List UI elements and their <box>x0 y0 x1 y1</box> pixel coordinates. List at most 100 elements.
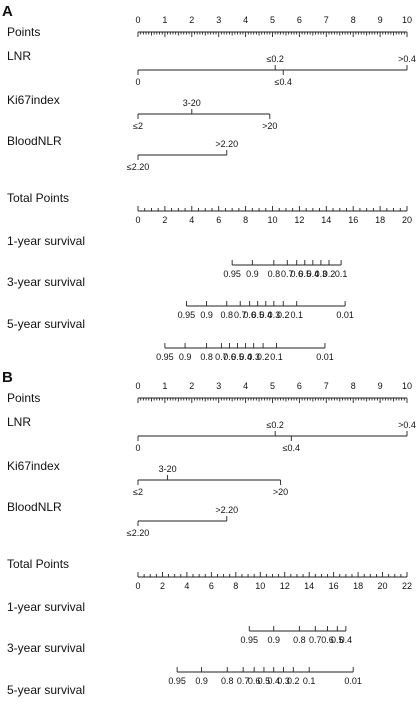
points-tick-label: 3 <box>216 15 221 25</box>
points-tick-label: 7 <box>324 15 329 25</box>
survival-tick-label: 0.01 <box>344 676 362 686</box>
survival-tick-label: 0.8 <box>221 676 234 686</box>
variable-level-label: 0 <box>135 443 140 453</box>
total-points-tick-label: 20 <box>402 215 412 225</box>
survival-tick-label: 0.1 <box>335 269 348 279</box>
survival-tick-label: 0.4 <box>307 269 320 279</box>
survival-label: 3-year survival <box>7 641 85 655</box>
survival-tick-label: 0.01 <box>316 352 334 362</box>
total-points-tick-label: 8 <box>233 581 238 591</box>
survival-tick-label: 0.6 <box>248 676 261 686</box>
variable-level-label: >2.20 <box>215 505 238 515</box>
variable-level-label: >0.4 <box>398 420 416 430</box>
total-points-tick-label: 12 <box>280 581 290 591</box>
variable-level-label: 3-20 <box>183 98 201 108</box>
total-points-tick-label: 8 <box>243 215 248 225</box>
points-axis-label: Points <box>7 391 40 405</box>
variable-level-label: ≤2 <box>133 121 143 131</box>
survival-tick-label: 0.6 <box>321 635 334 645</box>
points-tick-label: 2 <box>189 381 194 391</box>
survival-tick-label: 0.95 <box>223 269 241 279</box>
survival-tick-label: 0.3 <box>315 269 328 279</box>
total-points-label: Total Points <box>7 557 69 571</box>
survival-tick-label: 0.01 <box>336 310 354 320</box>
points-tick-label: 0 <box>135 381 140 391</box>
variable-level-label: >20 <box>262 121 277 131</box>
survival-tick-label: 0.4 <box>260 310 273 320</box>
survival-tick-label: 0.6 <box>243 310 256 320</box>
survival-tick-label: 0.5 <box>299 269 312 279</box>
variable-level-label: 3-20 <box>159 464 177 474</box>
total-points-tick-label: 16 <box>329 581 339 591</box>
points-tick-label: 5 <box>270 381 275 391</box>
points-tick-label: 6 <box>297 15 302 25</box>
total-points-tick-label: 20 <box>378 581 388 591</box>
total-points-tick-label: 6 <box>209 581 214 591</box>
variable-level-label: >0.4 <box>398 54 416 64</box>
survival-tick-label: 0.8 <box>293 635 306 645</box>
survival-tick-label: 0.4 <box>239 352 252 362</box>
survival-tick-label: 0.1 <box>290 310 303 320</box>
survival-tick-label: 0.95 <box>156 352 174 362</box>
variable-level-label: ≤2.20 <box>127 162 149 172</box>
survival-tick-label: 0.3 <box>277 676 290 686</box>
total-points-tick-label: 14 <box>321 215 331 225</box>
points-tick-label: 3 <box>216 381 221 391</box>
total-points-tick-label: 4 <box>189 215 194 225</box>
points-tick-label: 1 <box>162 15 167 25</box>
total-points-tick-label: 14 <box>304 581 314 591</box>
variable-level-label: ≤2.20 <box>127 528 149 538</box>
survival-tick-label: 0.1 <box>270 352 283 362</box>
total-points-tick-label: 18 <box>353 581 363 591</box>
total-points-tick-label: 12 <box>294 215 304 225</box>
variable-label: LNR <box>7 49 31 63</box>
survival-tick-label: 0.4 <box>267 676 280 686</box>
total-points-tick-label: 0 <box>135 581 140 591</box>
total-points-label: Total Points <box>7 191 69 205</box>
total-points-tick-label: 6 <box>216 215 221 225</box>
variable-level-label: 0 <box>135 77 140 87</box>
survival-tick-label: 0.2 <box>323 269 336 279</box>
points-tick-label: 5 <box>270 15 275 25</box>
points-tick-label: 2 <box>189 15 194 25</box>
survival-tick-label: 0.6 <box>290 269 303 279</box>
variable-level-label: >20 <box>273 487 288 497</box>
points-tick-label: 9 <box>378 15 383 25</box>
points-tick-label: 10 <box>402 381 412 391</box>
survival-tick-label: 0.5 <box>258 676 271 686</box>
survival-tick-label: 0.9 <box>246 269 259 279</box>
total-points-tick-label: 0 <box>135 215 140 225</box>
points-tick-label: 7 <box>324 381 329 391</box>
survival-tick-label: 0.8 <box>268 269 281 279</box>
survival-tick-label: 0.95 <box>178 310 196 320</box>
panel-letter: A <box>2 3 13 20</box>
variable-label: Ki67index <box>7 93 60 107</box>
variable-level-label: ≤0.2 <box>266 420 283 430</box>
total-points-tick-label: 10 <box>255 581 265 591</box>
variable-level-label: >2.20 <box>215 139 238 149</box>
points-tick-label: 8 <box>351 381 356 391</box>
variable-label: BloodNLR <box>7 134 62 148</box>
survival-tick-label: 0.9 <box>195 676 208 686</box>
variable-level-label: ≤0.2 <box>266 54 283 64</box>
points-tick-label: 1 <box>162 381 167 391</box>
points-axis-label: Points <box>7 25 40 39</box>
survival-tick-label: 0.8 <box>200 352 213 362</box>
survival-label: 5-year survival <box>7 683 85 697</box>
survival-tick-label: 0.6 <box>223 352 236 362</box>
variable-level-label: ≤2 <box>133 487 143 497</box>
panel-letter: B <box>2 369 13 386</box>
survival-tick-label: 0.2 <box>287 676 300 686</box>
points-tick-label: 4 <box>243 381 248 391</box>
variable-label: LNR <box>7 415 31 429</box>
survival-tick-label: 0.95 <box>241 635 259 645</box>
survival-tick-label: 0.9 <box>179 352 192 362</box>
variable-label: Ki67index <box>7 459 60 473</box>
points-tick-label: 10 <box>402 15 412 25</box>
total-points-tick-label: 22 <box>402 581 412 591</box>
variable-level-label: ≤0.4 <box>283 443 300 453</box>
survival-tick-label: 0.2 <box>257 352 270 362</box>
points-tick-label: 9 <box>378 381 383 391</box>
